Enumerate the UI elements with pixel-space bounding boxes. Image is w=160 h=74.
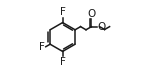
Text: O: O xyxy=(87,9,96,19)
Text: F: F xyxy=(60,57,66,67)
Text: F: F xyxy=(39,42,45,52)
Text: O: O xyxy=(97,22,105,32)
Text: F: F xyxy=(60,7,66,17)
